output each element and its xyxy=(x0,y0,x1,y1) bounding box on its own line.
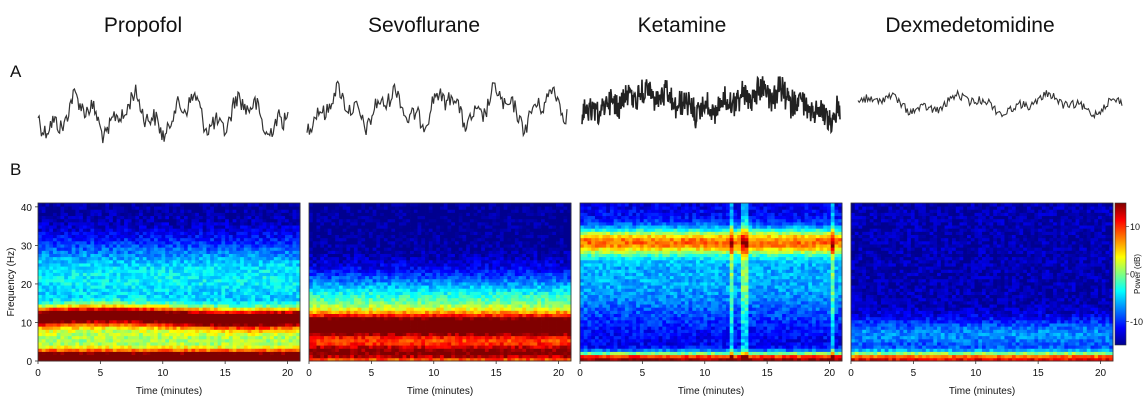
title-sevoflurane: Sevoflurane xyxy=(367,14,481,37)
y-tick-label: 0 xyxy=(26,357,32,368)
y-tick-label: 40 xyxy=(21,203,33,214)
panel-label-a: A xyxy=(10,62,22,81)
x-tick-label: 0 xyxy=(577,368,583,379)
colorbar-tick-label: 10 xyxy=(1130,222,1140,232)
x-tick-label: 5 xyxy=(640,368,646,379)
x-axis-label: Time (minutes) xyxy=(407,386,473,397)
spectrogram-sevoflurane xyxy=(309,203,572,362)
eeg-trace-sevoflurane xyxy=(306,80,568,138)
x-tick-label: 0 xyxy=(35,368,41,379)
x-tick-label: 0 xyxy=(848,368,854,379)
colorbar-tick-label: 0 xyxy=(1130,270,1135,280)
x-axis-label: Time (minutes) xyxy=(949,386,1015,397)
spectrogram-propofol xyxy=(38,203,301,362)
x-axis-label: Time (minutes) xyxy=(136,386,202,397)
x-tick-label: 20 xyxy=(282,368,294,379)
spectrogram-dexmedetomidine xyxy=(851,203,1114,362)
title-dexmedetomidine: Dexmedetomidine xyxy=(885,14,1055,37)
eeg-trace-ketamine xyxy=(581,75,841,135)
x-tick-label: 5 xyxy=(98,368,104,379)
x-tick-label: 20 xyxy=(824,368,836,379)
x-tick-label: 10 xyxy=(699,368,711,379)
x-tick-label: 15 xyxy=(1033,368,1045,379)
title-ketamine: Ketamine xyxy=(637,14,727,37)
colorbar-tick-label: -10 xyxy=(1130,317,1143,327)
panel-label-b: B xyxy=(10,160,22,179)
x-tick-label: 0 xyxy=(306,368,312,379)
x-tick-label: 20 xyxy=(1095,368,1107,379)
y-axis-label: Frequency (Hz) xyxy=(6,248,17,317)
colorbar-label: Power (dB) xyxy=(1133,254,1142,294)
x-tick-label: 20 xyxy=(553,368,565,379)
x-tick-label: 15 xyxy=(491,368,503,379)
spectrogram-ketamine xyxy=(580,203,843,362)
colorbar xyxy=(1114,202,1127,346)
x-tick-label: 5 xyxy=(369,368,375,379)
x-tick-label: 15 xyxy=(762,368,774,379)
y-tick-label: 10 xyxy=(21,318,33,329)
x-tick-label: 10 xyxy=(428,368,440,379)
y-tick-label: 30 xyxy=(21,241,33,252)
x-axis-label: Time (minutes) xyxy=(678,386,744,397)
x-tick-label: 5 xyxy=(911,368,917,379)
title-propofol: Propofol xyxy=(103,14,183,37)
eeg-trace-propofol xyxy=(37,84,289,144)
x-tick-label: 10 xyxy=(157,368,169,379)
x-tick-label: 15 xyxy=(220,368,232,379)
x-tick-label: 10 xyxy=(970,368,982,379)
eeg-trace-dexmedetomidine xyxy=(857,88,1123,120)
y-tick-label: 20 xyxy=(21,280,33,291)
